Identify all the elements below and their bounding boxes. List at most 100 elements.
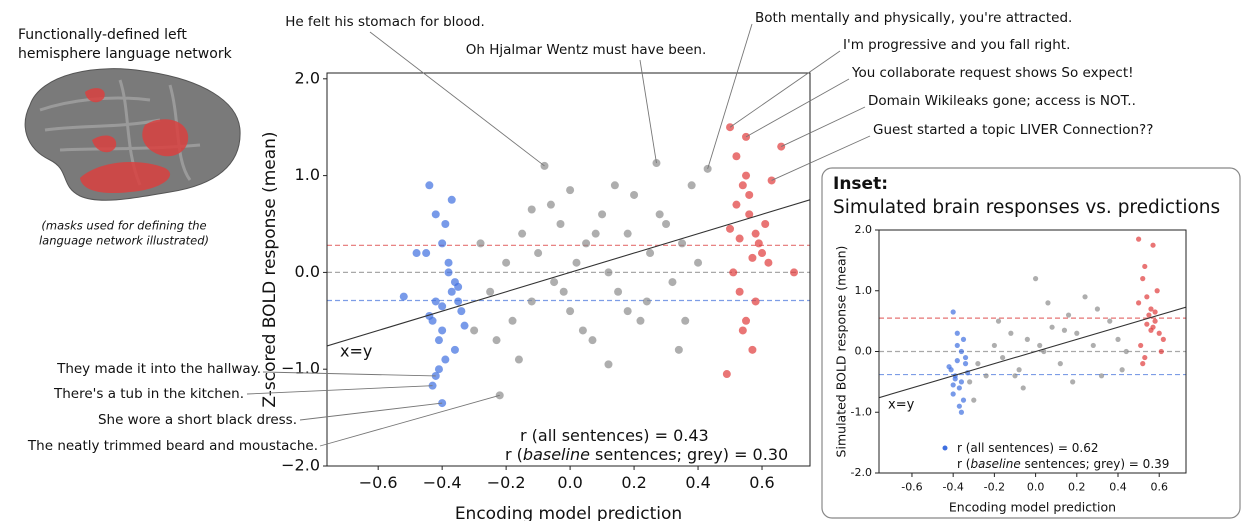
point bbox=[729, 268, 738, 277]
point bbox=[958, 409, 965, 415]
point bbox=[960, 397, 967, 403]
stat-part: r ( bbox=[505, 445, 523, 464]
point bbox=[1148, 327, 1154, 333]
point bbox=[1041, 348, 1047, 355]
y-tick-label: 2.0 bbox=[295, 68, 320, 87]
point bbox=[454, 297, 463, 306]
point bbox=[434, 365, 443, 374]
brain-mask bbox=[92, 135, 117, 153]
point bbox=[1140, 361, 1146, 367]
y-axis-label: Z-scored BOLD response (mean) bbox=[260, 131, 280, 407]
point bbox=[1045, 300, 1051, 306]
point bbox=[447, 287, 456, 296]
y-tick-label: 0.0 bbox=[295, 262, 320, 281]
point bbox=[1138, 342, 1144, 349]
point bbox=[735, 234, 744, 243]
point bbox=[1136, 300, 1142, 306]
point bbox=[604, 268, 613, 277]
point bbox=[1020, 385, 1026, 391]
point bbox=[556, 220, 565, 229]
point bbox=[636, 316, 645, 325]
point bbox=[735, 287, 744, 296]
point bbox=[422, 249, 431, 258]
point bbox=[566, 307, 575, 316]
point bbox=[732, 152, 741, 161]
point bbox=[946, 364, 952, 370]
point bbox=[588, 336, 597, 345]
point bbox=[1032, 276, 1039, 282]
point bbox=[1074, 330, 1080, 336]
stat-part: sentences; grey) = 0.30 bbox=[590, 445, 788, 464]
x-axis-label: Encoding model prediction bbox=[455, 504, 682, 521]
point bbox=[751, 297, 760, 306]
brain-mask bbox=[142, 119, 189, 157]
point bbox=[1140, 276, 1146, 282]
point bbox=[1136, 236, 1142, 242]
annotation: She wore a short black dress. bbox=[98, 412, 297, 428]
point bbox=[1119, 367, 1125, 373]
x-tick-label: 0.6 bbox=[749, 473, 774, 492]
point bbox=[534, 249, 543, 258]
point bbox=[1158, 348, 1164, 355]
point bbox=[687, 181, 696, 190]
point bbox=[438, 302, 447, 311]
point bbox=[1090, 342, 1096, 349]
point bbox=[1142, 263, 1148, 270]
x-tick-label: 0.0 bbox=[1027, 481, 1045, 494]
point bbox=[1154, 288, 1160, 294]
point bbox=[447, 195, 456, 204]
y-tick-label: 2.0 bbox=[855, 223, 873, 236]
point bbox=[748, 345, 757, 354]
point bbox=[514, 355, 523, 364]
x-tick-label: −0.2 bbox=[487, 473, 526, 492]
stat-line: r (all sentences) = 0.62 bbox=[957, 441, 1099, 455]
point bbox=[1000, 354, 1006, 361]
point bbox=[1123, 348, 1129, 355]
point bbox=[745, 210, 754, 219]
point bbox=[610, 181, 619, 190]
point bbox=[431, 210, 440, 219]
y-tick-label: -2.0 bbox=[851, 466, 872, 479]
annotation: He felt his stomach for blood. bbox=[285, 14, 485, 30]
point bbox=[954, 358, 960, 364]
point bbox=[751, 229, 760, 238]
point bbox=[591, 229, 600, 238]
point bbox=[758, 249, 767, 258]
stat-line: r (baseline sentences; grey) = 0.30 bbox=[505, 445, 788, 464]
point bbox=[722, 370, 731, 379]
point bbox=[425, 181, 434, 190]
point bbox=[738, 326, 747, 335]
annotation: Guest started a topic LIVER Connection?? bbox=[873, 122, 1153, 138]
point bbox=[566, 186, 575, 195]
identity-line bbox=[879, 306, 1186, 399]
point bbox=[1142, 354, 1148, 361]
point bbox=[954, 342, 960, 349]
point bbox=[950, 309, 956, 315]
x-tick-label: -0.4 bbox=[942, 481, 963, 494]
point bbox=[1152, 318, 1158, 324]
annotation-arrow bbox=[299, 402, 443, 421]
point bbox=[438, 326, 447, 335]
point bbox=[527, 205, 536, 214]
annotation: Domain Wikileaks gone; access is NOT.. bbox=[868, 93, 1136, 109]
point bbox=[444, 258, 453, 267]
annotation: I'm progressive and you fall right. bbox=[843, 37, 1070, 53]
point bbox=[623, 307, 632, 316]
stat-part: baseline bbox=[523, 445, 590, 464]
annotation-arrow bbox=[745, 78, 850, 138]
point bbox=[678, 239, 687, 248]
annotation-arrow bbox=[729, 50, 841, 128]
point bbox=[1144, 321, 1150, 327]
annotation-arrow bbox=[771, 135, 871, 181]
stat-part: sentences; grey) = 0.39 bbox=[1021, 457, 1170, 471]
point bbox=[434, 336, 443, 345]
point bbox=[983, 373, 989, 379]
brain-caption: (masks used for defining the bbox=[41, 219, 206, 233]
point bbox=[550, 278, 559, 287]
point bbox=[1148, 306, 1154, 312]
point bbox=[742, 171, 751, 180]
point bbox=[623, 229, 632, 238]
point bbox=[1152, 309, 1158, 315]
annotation-arrow bbox=[246, 385, 433, 395]
